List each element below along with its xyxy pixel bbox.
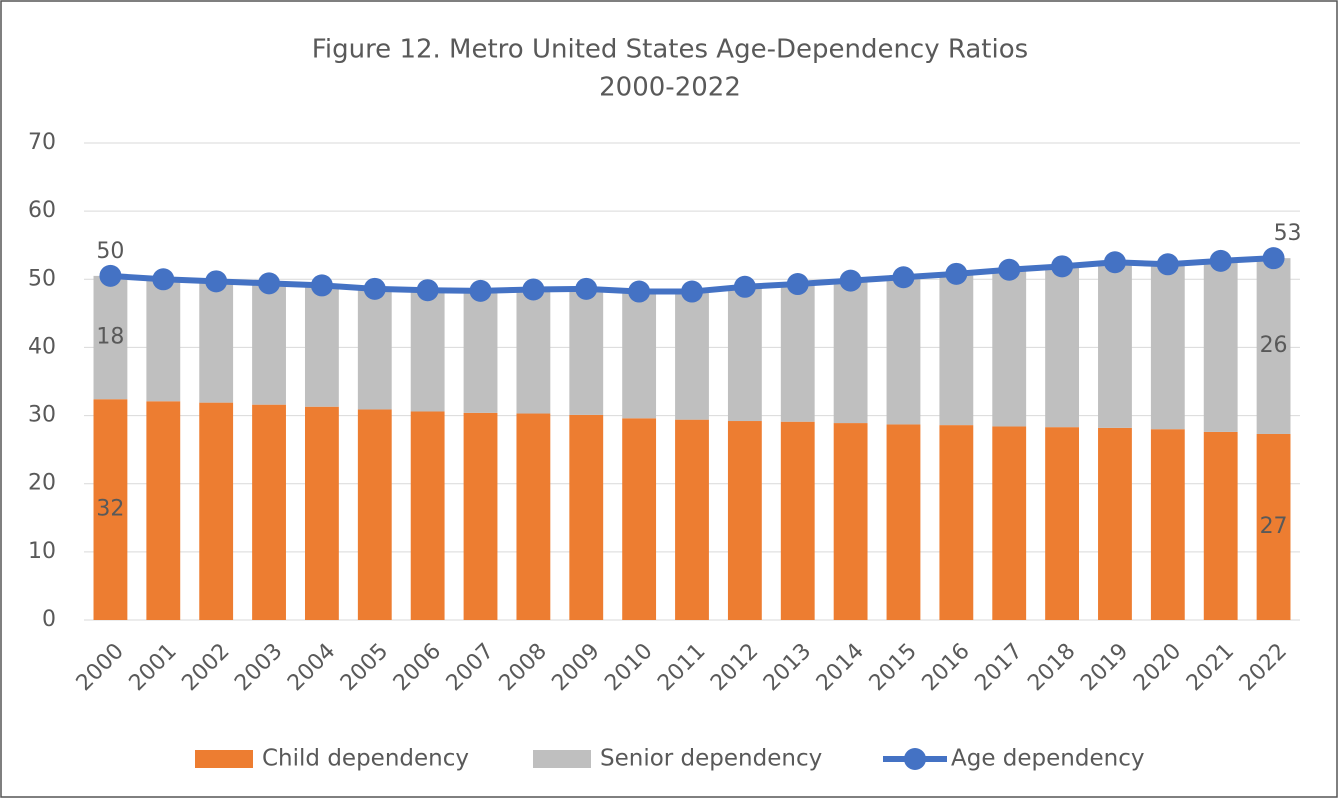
y-tick-label: 40 bbox=[28, 334, 56, 359]
line-value-label: 50 bbox=[96, 239, 124, 264]
bar-value-label: 32 bbox=[96, 497, 124, 522]
bar bbox=[939, 425, 974, 620]
legend-label: Child dependency bbox=[262, 746, 469, 772]
bar bbox=[146, 279, 181, 402]
line-marker bbox=[892, 266, 915, 289]
bar-value-label: 27 bbox=[1260, 514, 1288, 539]
bar bbox=[886, 424, 921, 620]
bar bbox=[1098, 262, 1132, 428]
line-marker bbox=[1262, 247, 1285, 270]
chart-title: Figure 12. Metro United States Age-Depen… bbox=[312, 35, 1028, 65]
line-marker bbox=[152, 268, 175, 291]
bar bbox=[1256, 433, 1291, 620]
bar bbox=[622, 291, 657, 419]
line-marker bbox=[469, 279, 492, 302]
bar bbox=[463, 412, 498, 620]
line-marker bbox=[839, 269, 862, 292]
bar bbox=[939, 273, 974, 426]
bar bbox=[675, 419, 709, 620]
line-marker bbox=[205, 270, 228, 293]
y-tick-label: 60 bbox=[28, 198, 56, 223]
bar bbox=[93, 399, 128, 620]
y-tick-label: 30 bbox=[28, 403, 56, 428]
line-marker bbox=[628, 280, 651, 303]
line-marker bbox=[1156, 253, 1179, 276]
line-marker bbox=[310, 274, 333, 297]
line-marker bbox=[363, 277, 386, 300]
y-tick-label: 20 bbox=[28, 471, 56, 496]
bar bbox=[833, 423, 868, 620]
bar bbox=[780, 421, 815, 620]
line-marker bbox=[258, 272, 281, 295]
bar bbox=[569, 414, 604, 620]
bar bbox=[1098, 427, 1132, 620]
bar bbox=[727, 286, 762, 422]
bar bbox=[1256, 258, 1291, 434]
legend-label: Senior dependency bbox=[600, 746, 822, 772]
bar bbox=[675, 291, 709, 420]
chart-subtitle: 2000-2022 bbox=[599, 73, 741, 103]
bar bbox=[304, 406, 339, 620]
bar bbox=[1203, 431, 1238, 620]
bar bbox=[1203, 260, 1238, 432]
bar bbox=[992, 426, 1027, 620]
bar bbox=[199, 402, 234, 620]
y-tick-label: 10 bbox=[28, 539, 56, 564]
line-marker bbox=[522, 278, 545, 301]
bar bbox=[304, 285, 339, 407]
bar bbox=[93, 275, 128, 400]
bar bbox=[622, 418, 657, 620]
line-marker bbox=[945, 262, 968, 285]
bar bbox=[410, 411, 445, 620]
line-marker bbox=[99, 264, 122, 287]
bar bbox=[410, 290, 445, 412]
bar bbox=[780, 284, 815, 422]
bar bbox=[1045, 266, 1080, 428]
line-marker bbox=[1051, 255, 1074, 278]
bar bbox=[252, 404, 286, 620]
line-marker bbox=[733, 275, 756, 298]
legend-label: Age dependency bbox=[951, 746, 1144, 772]
bar bbox=[463, 290, 498, 413]
legend-swatch bbox=[533, 750, 591, 768]
bar bbox=[992, 269, 1027, 427]
bar bbox=[886, 277, 921, 425]
y-tick-label: 50 bbox=[28, 266, 56, 291]
bar bbox=[199, 281, 234, 403]
bar bbox=[1045, 427, 1080, 620]
y-tick-label: 70 bbox=[28, 130, 56, 155]
line-marker bbox=[1209, 249, 1232, 272]
line-marker bbox=[416, 279, 439, 302]
bar bbox=[516, 413, 551, 620]
bar bbox=[516, 289, 551, 414]
bar bbox=[727, 421, 762, 620]
bar bbox=[357, 288, 392, 410]
bar bbox=[833, 280, 868, 424]
bar bbox=[252, 283, 286, 405]
y-tick-label: 0 bbox=[42, 607, 56, 632]
bar bbox=[146, 401, 181, 620]
legend-swatch bbox=[195, 750, 253, 768]
line-marker bbox=[575, 277, 598, 300]
line-value-label: 53 bbox=[1274, 221, 1302, 246]
bar-value-label: 18 bbox=[96, 325, 124, 350]
line-marker bbox=[998, 258, 1021, 281]
line-marker bbox=[681, 280, 703, 303]
bar bbox=[357, 409, 392, 620]
bar bbox=[569, 288, 604, 415]
legend-swatch-marker bbox=[904, 748, 926, 770]
bar-value-label: 26 bbox=[1260, 333, 1288, 358]
bar bbox=[1150, 429, 1185, 620]
line-marker bbox=[1103, 251, 1126, 274]
line-marker bbox=[786, 273, 809, 296]
bar bbox=[1150, 264, 1185, 430]
